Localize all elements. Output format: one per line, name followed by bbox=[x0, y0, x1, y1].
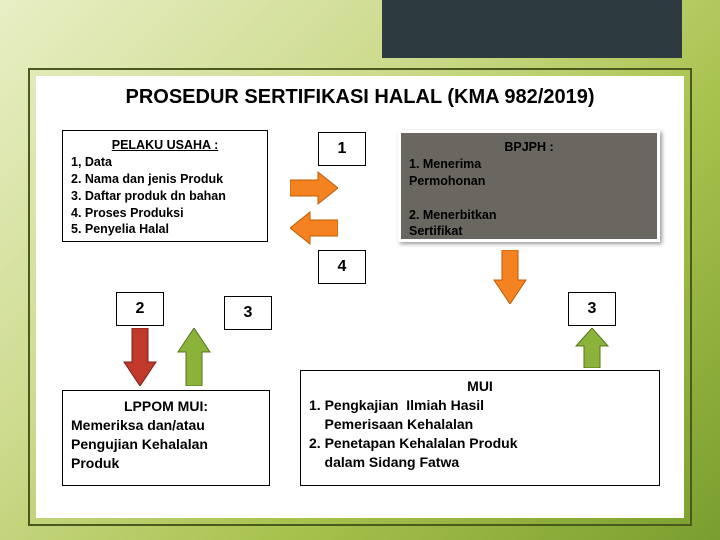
box-bpjph-line: 1. Menerima bbox=[409, 156, 649, 173]
box-pelaku-line: 3. Daftar produk dn bahan bbox=[71, 188, 259, 205]
step-number-4: 4 bbox=[318, 250, 366, 284]
box-pelaku-line: 1, Data bbox=[71, 154, 259, 171]
box-lppom: LPPOM MUI: Memeriksa dan/atau Pengujian … bbox=[62, 390, 270, 486]
box-mui-line: Pemerisaan Kehalalan bbox=[309, 415, 651, 434]
box-pelaku-line: 5. Penyelia Halal bbox=[71, 221, 259, 238]
box-pelaku-usaha: PELAKU USAHA : 1, Data 2. Nama dan jenis… bbox=[62, 130, 268, 242]
box-pelaku-header: PELAKU USAHA : bbox=[71, 137, 259, 154]
box-lppom-line: Memeriksa dan/atau bbox=[71, 416, 261, 435]
arrow-up-step3-right bbox=[574, 328, 610, 368]
box-mui: MUI 1. Pengkajian Ilmiah Hasil Pemerisaa… bbox=[300, 370, 660, 486]
arrow-down-orange bbox=[492, 250, 528, 304]
box-bpjph-line bbox=[409, 190, 649, 207]
box-pelaku-line: 4. Proses Produksi bbox=[71, 205, 259, 222]
box-lppom-line: Produk bbox=[71, 454, 261, 473]
box-bpjph: BPJPH : 1. Menerima Permohonan 2. Menerb… bbox=[398, 130, 660, 242]
arrow-down-step2 bbox=[122, 328, 158, 386]
step-number-1: 1 bbox=[318, 132, 366, 166]
step-number-3-left: 3 bbox=[224, 296, 272, 330]
arrow-right-step1 bbox=[290, 170, 338, 206]
box-mui-line: 1. Pengkajian Ilmiah Hasil bbox=[309, 396, 651, 415]
page-title: PROSEDUR SERTIFIKASI HALAL (KMA 982/2019… bbox=[0, 86, 720, 109]
box-lppom-line: Pengujian Kehalalan bbox=[71, 435, 261, 454]
box-bpjph-line: Sertifikat bbox=[409, 223, 649, 240]
box-lppom-header: LPPOM MUI: bbox=[71, 397, 261, 416]
arrow-left-step4 bbox=[290, 210, 338, 246]
box-mui-header: MUI bbox=[309, 377, 651, 396]
step-number-2: 2 bbox=[116, 292, 164, 326]
step-number-3-right: 3 bbox=[568, 292, 616, 326]
arrow-up-green bbox=[176, 328, 212, 386]
box-mui-line: 2. Penetapan Kehalalan Produk bbox=[309, 434, 651, 453]
box-bpjph-line: Permohonan bbox=[409, 173, 649, 190]
box-pelaku-line: 2. Nama dan jenis Produk bbox=[71, 171, 259, 188]
box-bpjph-line: 2. Menerbitkan bbox=[409, 207, 649, 224]
box-mui-line: dalam Sidang Fatwa bbox=[309, 453, 651, 472]
header-dark-block bbox=[382, 0, 682, 58]
box-bpjph-header: BPJPH : bbox=[409, 139, 649, 156]
